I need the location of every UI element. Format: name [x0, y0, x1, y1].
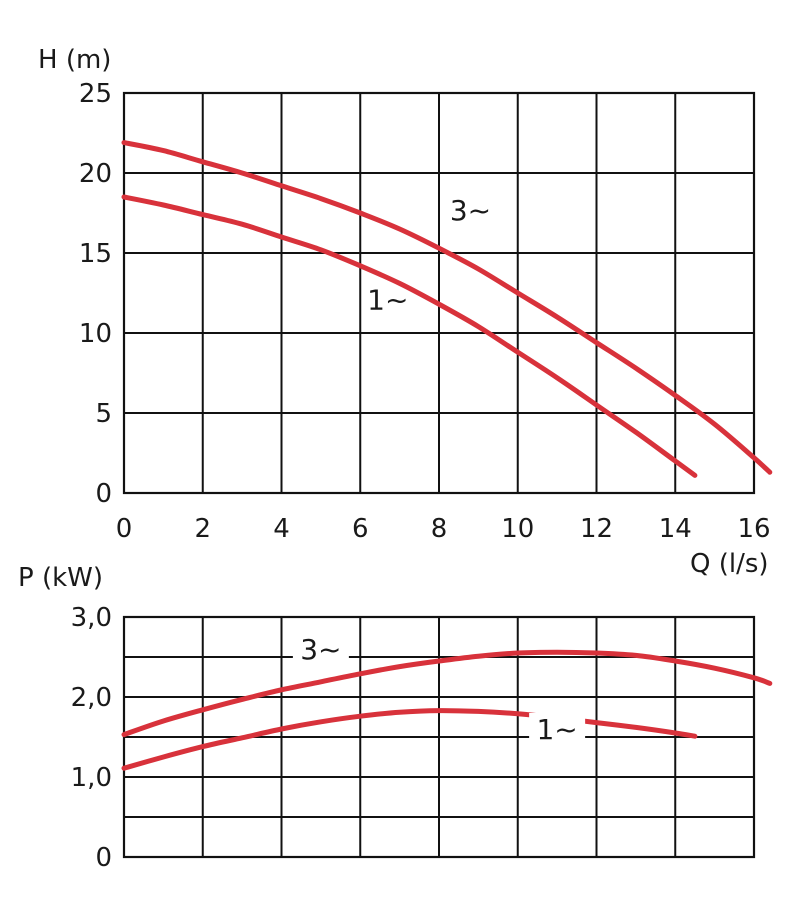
- annotation-background: [292, 633, 349, 667]
- x-tick-label: 2: [194, 514, 211, 544]
- x-tick-label: 6: [352, 514, 369, 544]
- x-tick-label: 12: [580, 514, 613, 544]
- power-ticks: 0 1,0 2,0 3,0: [71, 603, 112, 873]
- y-tick-label: 15: [79, 239, 112, 269]
- y-tick-label: 25: [79, 79, 112, 109]
- series-line-single-phase: [121, 194, 698, 478]
- flow-x-axis-label: Q (l/s): [690, 549, 769, 579]
- curve-annotation: 1~: [536, 713, 577, 746]
- x-tick-label: 8: [431, 514, 448, 544]
- x-tick-label: 10: [501, 514, 534, 544]
- series-line-three-phase: [121, 140, 773, 475]
- series-line-three-phase: [121, 649, 773, 738]
- head-chart: 0 5 10 15 20 25 0 2 4 6 8 10 12 14 16 H (m) Q (l/s) 3~…: [38, 45, 773, 579]
- y-tick-label: 10: [79, 319, 112, 349]
- head-ticks: 0 5 10 15 20 25 0 2 4 6 8 10 12 14 16: [79, 79, 771, 544]
- y-tick-label: 20: [79, 159, 112, 189]
- curve-annotation: 1~: [367, 283, 408, 316]
- power-curves: [121, 649, 773, 771]
- head-grid: [122, 91, 756, 495]
- x-tick-label: 14: [659, 514, 692, 544]
- power-chart: 0 1,0 2,0 3,0 P (kW) 3~ 1~: [18, 563, 773, 873]
- annotation-background: [529, 713, 586, 747]
- x-tick-label: 0: [116, 514, 133, 544]
- head-curves: [121, 140, 773, 478]
- y-tick-label: 0: [95, 479, 112, 509]
- y-tick-label: 2,0: [71, 683, 112, 713]
- curve-annotation: 3~: [300, 633, 341, 666]
- x-tick-label: 16: [737, 514, 770, 544]
- series-line-single-phase: [121, 708, 698, 771]
- power-annotations: 3~ 1~: [292, 633, 586, 747]
- x-tick-label: 4: [273, 514, 290, 544]
- head-y-axis-label: H (m): [38, 45, 111, 75]
- head-annotations: 3~ 1~: [367, 194, 491, 317]
- y-tick-label: 5: [95, 399, 112, 429]
- y-tick-label: 3,0: [71, 603, 112, 633]
- y-tick-label: 0: [95, 843, 112, 873]
- y-tick-label: 1,0: [71, 763, 112, 793]
- power-y-axis-label: P (kW): [18, 563, 103, 593]
- plot-frame: [122, 91, 756, 495]
- curve-annotation: 3~: [450, 194, 491, 227]
- power-grid: [122, 615, 756, 859]
